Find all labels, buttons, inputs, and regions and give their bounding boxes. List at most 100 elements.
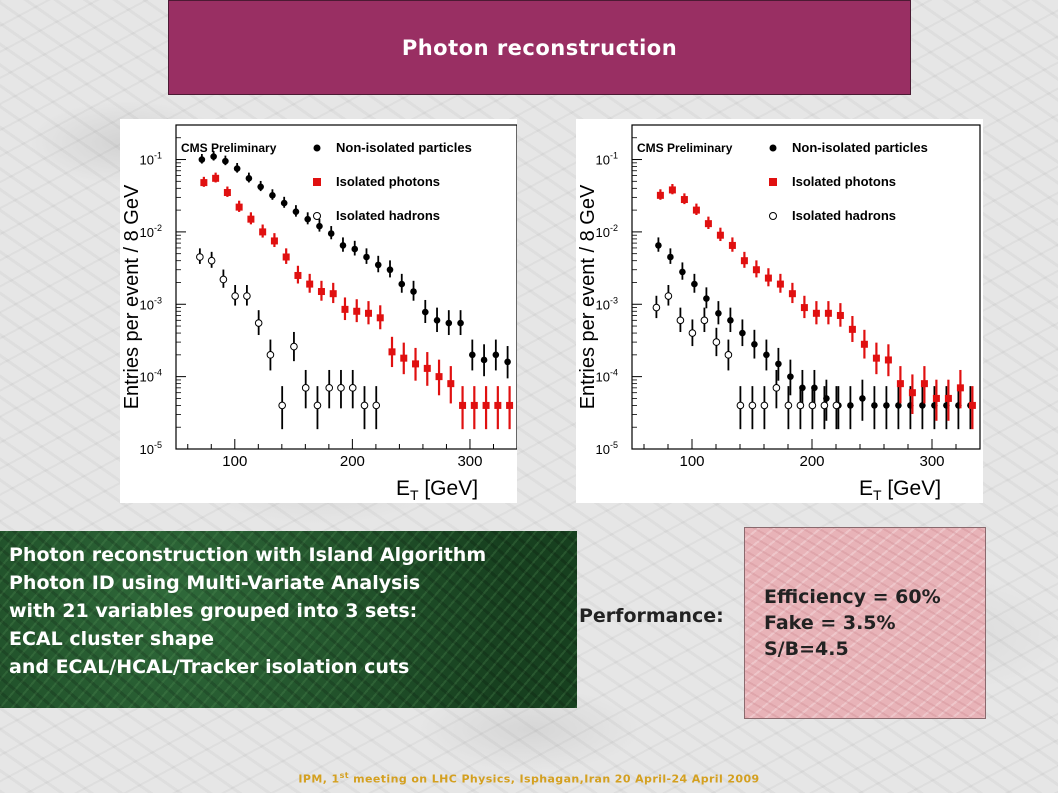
data-point-nonisolated [739, 329, 746, 337]
data-point-photon [353, 307, 361, 315]
x-axis-label: ET [GeV] [396, 477, 478, 503]
data-point-hadron [196, 253, 204, 261]
data-point-hadron [243, 292, 251, 300]
data-point-nonisolated [233, 165, 241, 172]
data-point-nonisolated [504, 358, 511, 366]
y-tick-label: 10-1 [596, 151, 618, 168]
slide-title-box: Photon reconstruction [168, 0, 911, 95]
data-point-nonisolated [492, 351, 500, 359]
slide-title: Photon reconstruction [401, 35, 678, 60]
data-point-photon [494, 401, 502, 409]
y-axis-label: Entries per event / 8 GeV [121, 184, 143, 409]
data-point-nonisolated [374, 261, 382, 269]
description-box: Photon reconstruction with Island Algori… [0, 531, 577, 708]
performance-fake: Fake = 3.5% [764, 612, 896, 634]
data-point-photon [376, 314, 384, 322]
data-point-photon [306, 280, 314, 288]
data-point-nonisolated [469, 351, 476, 359]
x-tick-label: 300 [457, 453, 482, 470]
data-point-nonisolated [222, 157, 229, 165]
data-point-hadron [325, 384, 334, 392]
plot-frame [175, 124, 517, 450]
data-point-photon [812, 309, 820, 317]
data-point-nonisolated [304, 215, 311, 223]
data-point-photon [447, 380, 455, 388]
data-point-nonisolated [327, 230, 335, 237]
data-point-hadron [207, 256, 216, 265]
data-point-hadron [337, 384, 345, 392]
data-point-nonisolated [316, 222, 323, 230]
plot-frame [631, 124, 981, 450]
data-point-photon [400, 354, 408, 362]
data-point-hadron [832, 401, 841, 410]
data-point-hadron [664, 292, 673, 300]
plot-panel-right: 100 200 300 10-1 10-2 10-3 10-4 10-5 Entries per… [576, 119, 983, 503]
data-point-photon [824, 309, 832, 317]
data-point-nonisolated [859, 395, 866, 402]
description-line: Photon reconstruction with Island Algori… [9, 544, 487, 566]
data-point-photon [776, 280, 784, 288]
data-point-nonisolated [847, 402, 854, 409]
data-point-photon [482, 401, 490, 409]
performance-box: Efficiency = 60% Fake = 3.5% S/B=4.5 [744, 527, 986, 719]
legend-label-1: Isolated photons [336, 174, 440, 189]
data-point-photon [212, 174, 220, 182]
legend-marker-2 [313, 212, 321, 220]
legend-marker-0 [769, 144, 777, 152]
data-point-hadron [808, 401, 817, 410]
data-point-photon [908, 389, 916, 397]
data-point-hadron [736, 401, 745, 410]
data-point-hadron [676, 316, 685, 325]
data-point-nonisolated [339, 242, 347, 249]
data-point-photon [388, 348, 396, 356]
legend-marker-1 [313, 178, 321, 186]
data-point-nonisolated [421, 308, 429, 316]
data-point-nonisolated [751, 340, 758, 348]
data-point-photon [764, 274, 772, 282]
x-tick-label: 300 [919, 453, 944, 470]
data-point-hadron [784, 401, 793, 410]
data-point-photon [459, 401, 467, 409]
data-point-photon [728, 241, 736, 249]
data-point-photon [752, 266, 760, 274]
data-point-photon [680, 196, 688, 204]
data-point-photon [788, 290, 796, 298]
y-tick-label: 10-1 [140, 151, 162, 168]
footer-text: IPM, 1st meeting on LHC Physics, Isphaga… [298, 771, 760, 786]
legend-label-2: Isolated hadrons [792, 208, 896, 223]
data-point-hadron [712, 338, 721, 346]
performance-efficiency: Efficiency = 60% [764, 586, 941, 608]
data-point-nonisolated [386, 266, 394, 274]
data-point-photon [836, 311, 844, 319]
cms-preliminary-label: CMS Preliminary [637, 141, 733, 155]
data-point-photon [270, 237, 278, 245]
data-point-nonisolated [292, 208, 300, 216]
data-point-nonisolated [410, 288, 417, 295]
data-point-hadron [772, 384, 781, 392]
data-point-hadron [290, 342, 298, 351]
data-point-photon [317, 288, 325, 296]
description-line: and ECAL/HCAL/Tracker isolation cuts [9, 656, 410, 678]
data-point-hadron [652, 303, 661, 312]
data-point-photon [364, 309, 372, 317]
legend-marker-0 [313, 144, 321, 152]
data-point-nonisolated [198, 156, 206, 163]
legend-marker-2 [769, 212, 777, 220]
data-point-hadron [266, 351, 275, 359]
legend-label-0: Non-isolated particles [792, 140, 928, 155]
data-point-nonisolated [883, 402, 890, 409]
data-point-photon [956, 384, 964, 392]
data-point-nonisolated [269, 192, 276, 199]
data-point-hadron [688, 329, 697, 337]
data-point-hadron [231, 292, 239, 300]
data-point-photon [896, 380, 904, 388]
description-line: Photon ID using Multi-Variate Analysis [9, 572, 421, 594]
data-point-hadron [278, 401, 286, 410]
data-point-nonisolated [895, 402, 902, 409]
data-point-nonisolated [433, 317, 441, 324]
data-point-nonisolated [667, 253, 674, 261]
data-point-photon [423, 364, 431, 372]
legend-label-0: Non-isolated particles [336, 140, 472, 155]
